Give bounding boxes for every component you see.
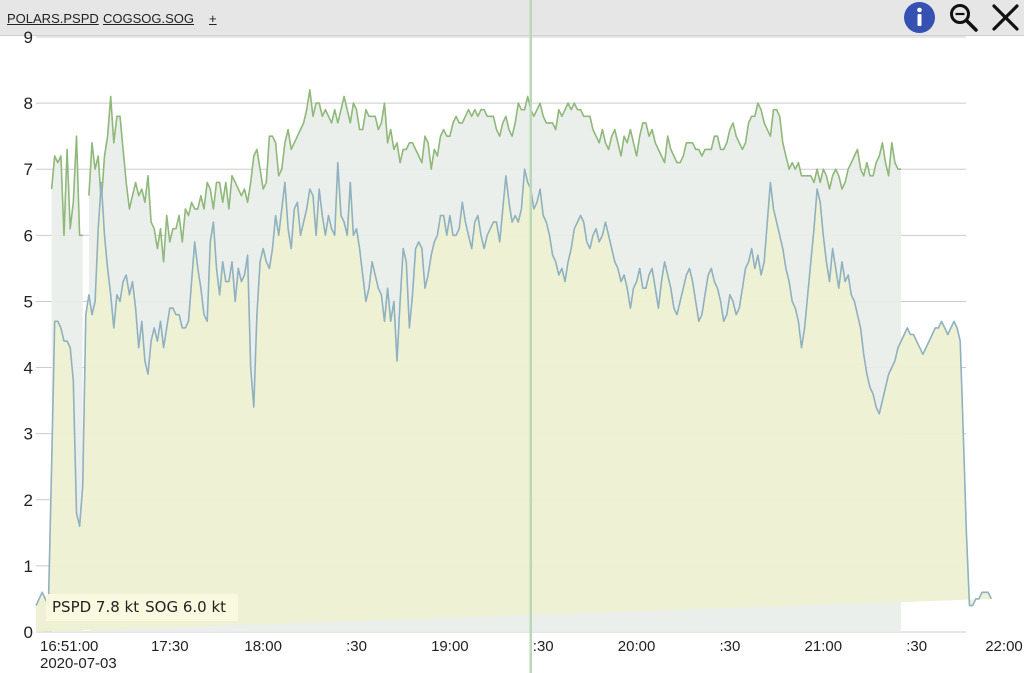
x-tick-label: 18:00 <box>244 638 282 655</box>
tab-polars-pspd[interactable]: POLARS.PSPD <box>7 11 99 26</box>
cursor-legend: PSPD 7.8 kt SOG 6.0 kt <box>46 594 239 621</box>
x-tick-label: 17:30 <box>151 638 189 655</box>
y-tick-label: 2 <box>24 491 33 510</box>
x-tick-label: :30 <box>346 638 367 655</box>
pspd-line <box>88 89 902 263</box>
y-tick-label: 8 <box>24 94 33 113</box>
pspd-line <box>50 135 83 237</box>
y-tick-label: 7 <box>24 160 33 179</box>
add-series-button[interactable]: + <box>209 11 217 26</box>
sog-readout: SOG 6.0 kt <box>145 598 227 616</box>
y-tick-label: 4 <box>24 359 33 378</box>
y-tick-label: 1 <box>24 557 33 576</box>
x-tick-label: 20:00 <box>618 638 656 655</box>
x-tick-label: :30 <box>533 638 554 655</box>
chart-toolbar: POLARS.PSPD COGSOG.SOG + <box>0 0 1024 36</box>
y-tick-label: 6 <box>24 226 33 245</box>
y-tick-label: 9 <box>24 28 33 47</box>
x-tick-label: :30 <box>906 638 927 655</box>
close-icon[interactable] <box>989 1 1022 34</box>
sog-line <box>35 161 993 607</box>
pspd-readout: PSPD 7.8 kt <box>52 598 140 616</box>
x-tick-label: 22:00 <box>985 638 1023 655</box>
x-tick-label: 19:00 <box>431 638 469 655</box>
info-icon[interactable] <box>903 1 936 34</box>
x-tick-label: :30 <box>720 638 741 655</box>
x-tick-label: 21:00 <box>805 638 843 655</box>
x-tick-label: 16:51:00 <box>40 638 98 655</box>
zoom-icon[interactable] <box>947 1 980 34</box>
y-tick-label: 5 <box>24 292 33 311</box>
x-date-label: 2020-07-03 <box>40 655 117 672</box>
y-tick-label: 3 <box>24 425 33 444</box>
sog-area <box>36 162 992 632</box>
tab-cogsog-sog[interactable]: COGSOG.SOG <box>103 11 195 26</box>
y-tick-label: 0 <box>24 623 33 642</box>
